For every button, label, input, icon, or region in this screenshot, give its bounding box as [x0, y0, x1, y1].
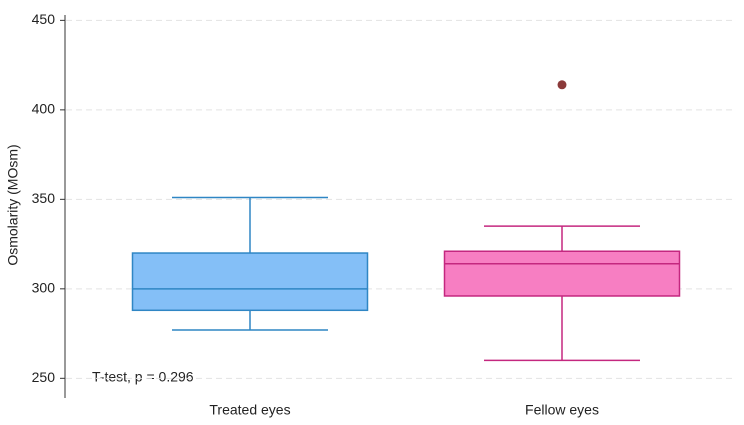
y-tick-label: 250 — [32, 369, 56, 385]
box — [131, 252, 369, 312]
box — [443, 250, 681, 297]
y-tick-label: 450 — [32, 11, 56, 27]
y-tick-label: 350 — [32, 190, 56, 206]
y-tick-label: 400 — [32, 101, 56, 117]
x-tick-label: Fellow eyes — [525, 402, 599, 418]
x-tick-label: Treated eyes — [209, 402, 290, 418]
annotation: T-test, p = 0.296 — [92, 369, 194, 385]
y-tick-label: 300 — [32, 280, 56, 296]
outlier — [557, 80, 567, 90]
y-axis-label: Osmolarity (MOsm) — [5, 144, 21, 265]
